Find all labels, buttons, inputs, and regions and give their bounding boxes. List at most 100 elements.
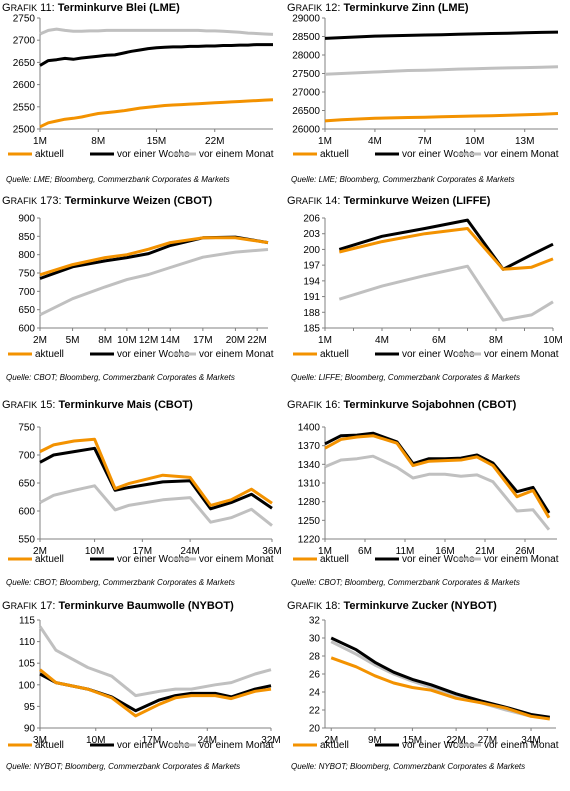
series-line-0 <box>39 668 272 718</box>
x-tick-label: 27M <box>478 735 497 746</box>
panel-0: GRAFIK 11: Terminkurve Blei (LME) 2500 25… <box>0 0 285 193</box>
grafik-number: 16 <box>325 399 338 411</box>
y-tick-label: 800 <box>18 250 35 261</box>
y-tick-label: 20 <box>309 724 321 735</box>
x-tick-label: 8M <box>489 335 503 346</box>
series-line-1 <box>39 43 273 67</box>
x-tick-label: 20M <box>226 335 245 346</box>
grafik-prefix-text: RAFIK <box>295 3 323 13</box>
line-chart: 90 95 100 105 110 115 3M 10M 17M 24M 32M aktuell vor… <box>8 616 281 751</box>
series-line-0 <box>338 227 554 271</box>
series-line-0 <box>39 98 274 129</box>
panel-1: GRAFIK 12: Terminkurve Zinn (LME) 26000 2… <box>285 0 570 193</box>
y-tick-label: 750 <box>18 269 35 280</box>
panel-5: GRAFIK 16: Terminkurve Sojabohnen (CBOT)… <box>285 397 570 590</box>
x-tick-label: 9M <box>368 735 382 746</box>
series-line-1 <box>338 218 554 271</box>
grafik-label: GRAFIK <box>2 2 38 14</box>
source-note: Quelle: CBOT; Bloomberg, Commerzbank Cor… <box>6 578 235 587</box>
line-chart: 26000 26500 27000 27500 28000 28500 29000 1M 4M 7… <box>292 14 559 161</box>
panel-title: GRAFIK 14: Terminkurve Weizen (LIFFE) <box>287 195 491 207</box>
grafik-prefix-text: RAFIK <box>10 3 38 13</box>
y-tick-label: 115 <box>19 616 35 627</box>
y-tick-label: 194 <box>303 276 320 287</box>
grafik-prefix-text: RAFIK <box>10 196 38 206</box>
grafik-number: 15 <box>40 399 53 411</box>
y-tick-label: 26000 <box>292 125 320 136</box>
legend-label: vor einem Monat <box>199 149 274 160</box>
panel-title: GRAFIK 15: Terminkurve Mais (CBOT) <box>2 399 193 411</box>
source-note: Quelle: CBOT; Bloomberg, Commerzbank Cor… <box>6 373 235 382</box>
x-tick-label: 1M <box>33 136 47 147</box>
y-tick-label: 95 <box>24 702 36 713</box>
x-tick-label: 4M <box>368 136 382 147</box>
y-tick-label: 700 <box>18 451 35 462</box>
y-tick-label: 1250 <box>298 516 321 527</box>
legend-label: vor einer Woche <box>117 149 190 160</box>
chart-title: Terminkurve Baumwolle (NYBOT) <box>58 600 234 612</box>
x-tick-label: 11M <box>396 546 415 557</box>
x-tick-label: 32M <box>261 735 280 746</box>
line-chart: 1220 1250 1280 1310 1340 1370 1400 1M 6M 11M 16M 21… <box>293 423 559 565</box>
y-tick-label: 32 <box>309 616 321 627</box>
legend-label: vor einer Woche <box>402 554 475 565</box>
panel-title: GRAFIK 11: Terminkurve Blei (LME) <box>2 2 180 14</box>
line-chart: 600 650 700 750 800 850 900 2M 5M 8M 10M 12M 14M 17M 2… <box>8 214 274 360</box>
source-note: Quelle: NYBOT; Bloomberg, Commerzbank Co… <box>291 762 526 771</box>
x-tick-label: 6M <box>358 546 372 557</box>
series-line-2 <box>38 625 272 698</box>
y-tick-label: 197 <box>303 261 320 272</box>
x-tick-label: 21M <box>475 546 494 557</box>
x-tick-label: 14M <box>161 335 180 346</box>
x-tick-label: 2M <box>33 546 47 557</box>
panel-title: GRAFIK 17: Terminkurve Baumwolle (NYBOT) <box>2 600 234 612</box>
y-tick-label: 110 <box>19 637 35 648</box>
y-tick-label: 550 <box>18 535 35 546</box>
x-tick-label: 2M <box>324 735 338 746</box>
x-tick-label: 3M <box>33 735 47 746</box>
legend-label: aktuell <box>320 740 349 751</box>
legend-label: vor einer Woche <box>117 349 190 360</box>
legend-label: vor einem Monat <box>199 554 274 565</box>
x-tick-label: 15M <box>403 735 422 746</box>
grafik-label: GRAFIK <box>287 399 323 411</box>
series-line-0 <box>39 437 273 507</box>
y-tick-label: 1370 <box>298 441 321 452</box>
panel-title: GRAFIK 18: Terminkurve Zucker (NYBOT) <box>287 600 497 612</box>
x-tick-label: 12M <box>139 335 158 346</box>
y-tick-label: 28 <box>309 652 321 663</box>
y-tick-label: 30 <box>309 634 321 645</box>
grafik-label: GRAFIK <box>2 600 38 612</box>
y-tick-label: 105 <box>18 659 35 670</box>
y-tick-label: 28500 <box>292 32 320 43</box>
y-tick-label: 29000 <box>292 14 320 25</box>
x-tick-label: 24M <box>198 735 217 746</box>
x-tick-label: 6M <box>432 335 446 346</box>
series-line-1 <box>324 30 559 40</box>
panel-title: GRAFIK 16: Terminkurve Sojabohnen (CBOT) <box>287 399 517 411</box>
x-tick-label: 1M <box>318 335 332 346</box>
series-line-0 <box>330 656 551 721</box>
grafik-prefix-text: RAFIK <box>295 400 323 410</box>
legend-label: aktuell <box>35 740 64 751</box>
series-line-2 <box>39 484 273 527</box>
x-tick-label: 26M <box>515 546 534 557</box>
grafik-label: GRAFIK <box>2 399 38 411</box>
y-tick-label: 700 <box>18 287 35 298</box>
x-tick-label: 10M <box>117 335 136 346</box>
x-tick-label: 22M <box>205 136 224 147</box>
legend-label: aktuell <box>35 554 64 565</box>
series-line-2 <box>39 248 269 317</box>
series-line-1 <box>324 431 551 514</box>
legend-label: vor einem Monat <box>484 149 559 160</box>
y-tick-label: 206 <box>303 214 320 225</box>
x-tick-label: 36M <box>262 546 281 557</box>
grafik-prefix-text: RAFIK <box>295 196 323 206</box>
series-line-2 <box>338 264 554 322</box>
panel-6: GRAFIK 17: Terminkurve Baumwolle (NYBOT)… <box>0 598 285 791</box>
y-tick-label: 2500 <box>13 125 36 136</box>
y-tick-label: 185 <box>303 324 320 335</box>
legend-label: vor einer Woche <box>402 740 475 751</box>
legend-label: aktuell <box>320 554 349 565</box>
legend-label: vor einer Woche <box>117 554 190 565</box>
